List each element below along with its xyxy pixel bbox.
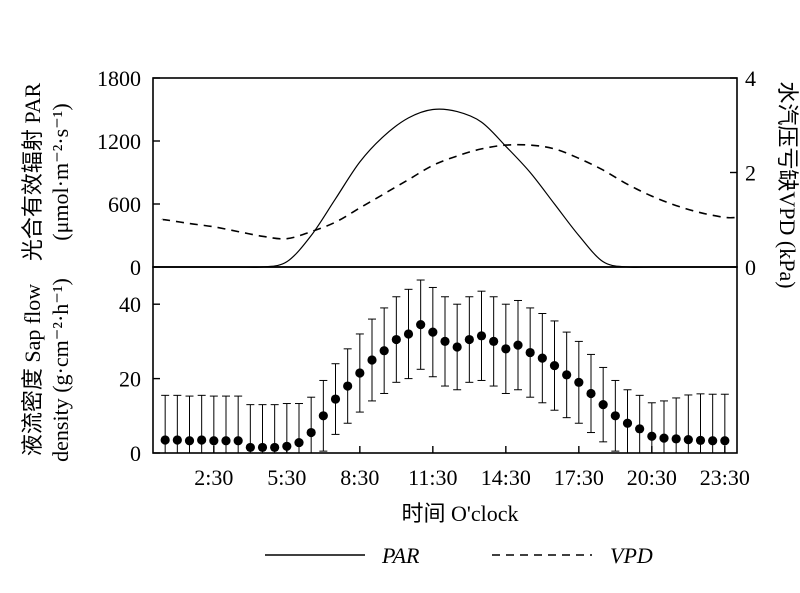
sap-flow-point xyxy=(197,435,207,445)
sap-flow-point xyxy=(622,418,633,428)
sap-flow-point xyxy=(464,334,474,345)
sap-flow-point xyxy=(610,411,620,421)
sap-flow-point xyxy=(318,411,328,421)
sap-flow-point xyxy=(294,437,304,448)
legend-par-label: PAR xyxy=(381,543,420,568)
x-tick-label: 23:30 xyxy=(700,465,750,490)
sap-flow-point xyxy=(683,435,693,445)
bottom-y-tick-label: 20 xyxy=(119,367,141,392)
sap-flow-point xyxy=(257,442,268,453)
bottom-y-tick-label: 0 xyxy=(130,441,141,466)
sap-flow-point xyxy=(598,400,608,410)
sap-flow-point xyxy=(172,435,182,445)
sap-flow-point xyxy=(343,381,353,391)
sap-flow-point xyxy=(367,355,377,365)
sap-flow-point xyxy=(379,346,389,356)
top-left-y-tick-label: 1800 xyxy=(97,66,141,91)
sap-flow-point xyxy=(476,331,487,341)
axes-frames xyxy=(152,77,738,454)
right-ylabel: 水汽压亏缺VPD (kPa) xyxy=(775,81,800,288)
sap-flow-point xyxy=(708,436,718,446)
top-ylabel-line2: (μmol·m⁻²·s⁻¹) xyxy=(48,103,73,240)
x-tick-label: 8:30 xyxy=(340,465,379,490)
sap-flow-point xyxy=(525,347,535,358)
sap-flow-point xyxy=(586,388,596,399)
top-left-y-tick-label: 600 xyxy=(108,192,141,217)
sap-flow-point xyxy=(391,334,401,345)
sap-flow-point xyxy=(160,435,170,445)
bottom-y-tick-label: 40 xyxy=(119,292,141,317)
top-panel-frame xyxy=(152,77,738,268)
sap-flow-point xyxy=(537,353,547,363)
sap-flow-point xyxy=(306,427,316,438)
sap-flow-point xyxy=(671,434,681,444)
sap-flow-point xyxy=(403,329,414,339)
x-tick-label: 11:30 xyxy=(408,465,457,490)
sap-flow-point xyxy=(452,342,462,352)
top-right-y-tick-label: 2 xyxy=(745,161,756,186)
sap-flow-point xyxy=(416,320,426,330)
sap-flow-point xyxy=(659,433,669,443)
sap-flow-point xyxy=(647,431,657,441)
bottom-panel-frame xyxy=(152,266,738,454)
sap-flow-point xyxy=(574,377,584,387)
sap-flow-point xyxy=(695,435,706,445)
x-tick-label: 2:30 xyxy=(194,465,233,490)
sap-flow-point xyxy=(330,394,341,404)
sap-flow-point xyxy=(635,424,645,434)
par-series-line xyxy=(152,108,737,268)
legend: PAR VPD xyxy=(265,543,653,568)
top-ylabel-line1: 光合有效辐射 PAR xyxy=(20,83,45,262)
sap-flow-point xyxy=(549,360,560,371)
top-left-y-tick-label: 1200 xyxy=(97,129,141,154)
top-left-y-tick-label: 0 xyxy=(130,255,141,280)
x-tick-label: 14:30 xyxy=(481,465,531,490)
sap-flow-point xyxy=(562,370,572,380)
sap-flow-point xyxy=(720,436,730,446)
sap-flow-point xyxy=(440,336,450,346)
x-tick-label: 5:30 xyxy=(267,465,306,490)
vpd-series-line xyxy=(161,143,738,240)
bottom-ylabel-line2: density (g·cm⁻²·h⁻¹) xyxy=(48,278,73,462)
top-right-y-tick-label: 4 xyxy=(745,66,756,91)
x-axis-title: 时间 O'clock xyxy=(402,501,519,526)
sap-flow-point xyxy=(270,442,280,453)
sap-flow-point xyxy=(355,368,365,378)
sap-flow-point xyxy=(209,436,219,446)
sap-flow-point xyxy=(501,344,511,354)
bottom-panel-marks xyxy=(160,279,730,453)
sap-flow-point xyxy=(184,436,195,446)
top-right-y-tick-label: 0 xyxy=(745,255,756,280)
sap-flow-point xyxy=(513,340,523,350)
sap-flow-point xyxy=(233,436,243,446)
top-panel-marks xyxy=(152,108,738,268)
sap-flow-point xyxy=(245,442,255,453)
x-tick-label: 20:30 xyxy=(627,465,677,490)
bottom-ylabel-line1: 液流密度 Sap flow xyxy=(20,284,45,456)
sap-flow-point xyxy=(489,336,499,346)
sap-flow-point xyxy=(428,327,438,337)
legend-vpd-label: VPD xyxy=(610,543,653,568)
sap-flow-point xyxy=(221,436,231,446)
x-tick-label: 17:30 xyxy=(554,465,604,490)
